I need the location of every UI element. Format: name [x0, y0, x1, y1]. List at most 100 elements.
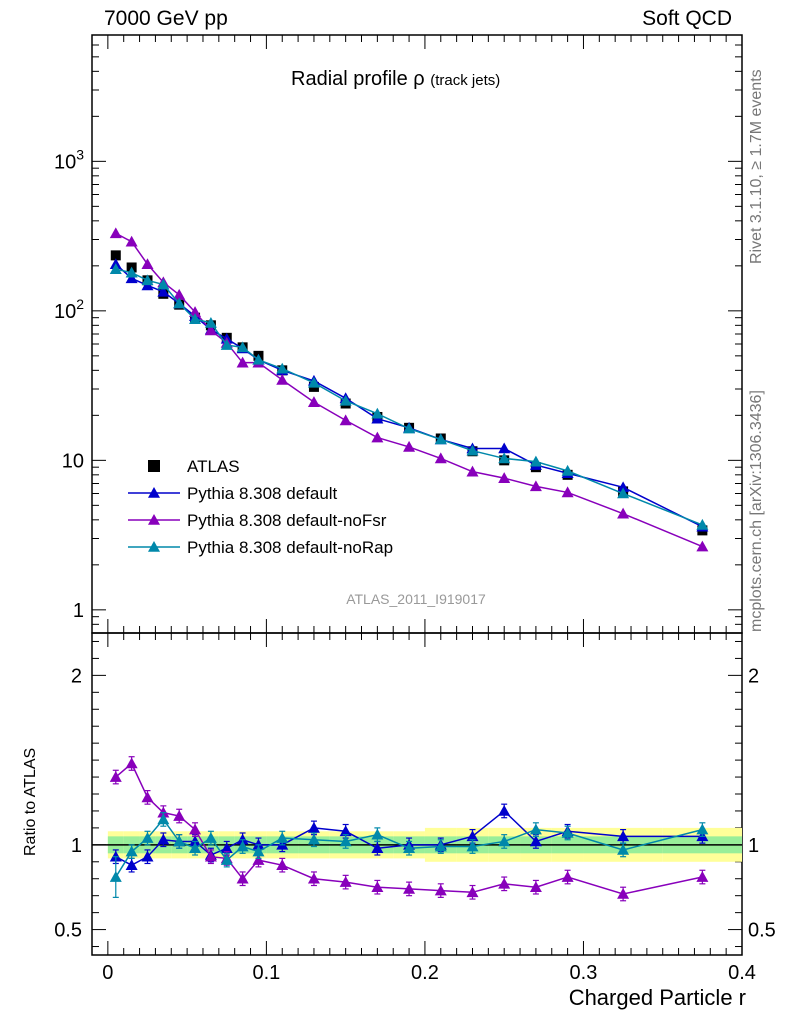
ratio-series-point-3 [252, 845, 265, 857]
series-point-1 [157, 285, 170, 297]
main-panel: 1 10 102 103 ATLAS_2011_I919017 [54, 34, 743, 647]
y-tick-label: 103 [54, 146, 84, 173]
ratio-series-point-2 [252, 854, 265, 865]
legend-marker-2 [148, 514, 160, 525]
series-line-2 [115, 232, 703, 548]
ratio-series-point-3 [276, 832, 289, 843]
x-tick-label: 0.3 [570, 962, 598, 984]
chart-title: Radial profile ρ (track jets) [291, 68, 500, 91]
series-point-2 [434, 452, 447, 464]
ratio-y-tick-label: 0.5 [54, 920, 82, 942]
ratio-series-point-3 [204, 832, 217, 843]
ratio-series-line-2 [115, 762, 703, 895]
series-point-2 [466, 465, 479, 477]
legend: ATLAS Pythia 8.308 default Pythia 8.308 de… [128, 457, 393, 557]
ratio-series-point-3 [109, 871, 122, 882]
ratio-series-point-2 [696, 871, 709, 882]
legend-label: Pythia 8.308 default [187, 484, 338, 503]
series-point-3 [403, 422, 416, 434]
ratio-series-point-2 [204, 850, 217, 862]
ratio-series-point-3 [403, 842, 416, 854]
legend-marker-1 [148, 487, 160, 498]
series-line-3 [115, 268, 703, 526]
series-point-2 [403, 440, 416, 452]
ratio-series-point-2 [236, 872, 249, 884]
ratio-series-point-1 [141, 850, 154, 862]
legend-label: Pythia 8.308 default-noRap [187, 538, 393, 557]
ratio-y-tick-label: 1 [71, 835, 82, 857]
ratio-series-point-3 [141, 832, 154, 843]
ratio-series-point-3 [220, 854, 233, 865]
x-tick-label: 0.4 [728, 962, 756, 984]
ratio-series-point-3 [466, 840, 479, 852]
ratio-series-point-2 [403, 882, 416, 894]
series-point-2 [204, 324, 217, 336]
y-tick-exponent: 3 [76, 146, 84, 162]
ratio-series-point-1 [252, 838, 265, 850]
series-point-2 [109, 227, 122, 239]
ratio-series-point-2 [125, 757, 138, 769]
ratio-series-point-1 [371, 842, 384, 854]
series-point-2 [189, 306, 202, 317]
series-point-3 [307, 376, 320, 388]
ratio-series-point-3 [498, 835, 511, 847]
y-tick-label: 10 [62, 450, 84, 472]
ratio-series-point-1 [529, 835, 542, 847]
ratio-y-tick-label: 2 [71, 665, 82, 687]
series-point-3 [696, 518, 709, 530]
ratio-series-point-2 [561, 871, 574, 882]
ratio-series-point-3 [157, 813, 170, 825]
ratio-series-line-1 [115, 809, 703, 867]
ratio-panel: 0 0.1 0.2 0.3 0.4 0.5 0.5 1 1 2 2 [54, 632, 776, 984]
series-point-3 [204, 316, 217, 328]
series-point-3 [617, 487, 630, 499]
legend-marker-atlas [148, 460, 160, 472]
ratio-series-point-1 [617, 830, 630, 842]
ratio-series-point-1 [157, 833, 170, 845]
y-tick-label: 1 [73, 600, 84, 622]
ratio-series-point-2 [617, 887, 630, 899]
ratio-series-point-3 [236, 840, 249, 852]
series-point-3 [236, 341, 249, 353]
ratio-series-point-3 [371, 828, 384, 840]
series-point-2 [307, 396, 320, 407]
legend-marker-3 [148, 541, 160, 552]
ratio-series-point-3 [434, 840, 447, 852]
ratio-series-point-3 [696, 823, 709, 835]
chart-title-main: Radial profile ρ [291, 68, 425, 90]
series-point-3 [561, 464, 574, 476]
series-point-1 [617, 481, 630, 493]
header-left-label: 7000 GeV pp [104, 7, 228, 30]
ratio-series-point-2 [307, 872, 320, 884]
ratio-series-point-3 [339, 835, 352, 847]
series-point-3 [339, 394, 352, 406]
ratio-series-point-2 [189, 823, 202, 835]
y-tick-label: 102 [54, 296, 84, 323]
ratio-series-point-2 [276, 859, 289, 870]
series-point-2 [561, 486, 574, 498]
series-point-3 [466, 444, 479, 456]
ratio-series-point-3 [307, 833, 320, 845]
ratio-series-point-3 [173, 835, 186, 847]
series-point-2 [125, 235, 138, 247]
series-point-3 [141, 274, 154, 286]
series-point-1 [498, 442, 511, 454]
y-tick-exponent: 2 [76, 296, 84, 312]
ratio-series-point-2 [339, 876, 352, 887]
ratio-series-point-2 [141, 791, 154, 803]
series-point-1 [125, 272, 138, 284]
header-right-label: Soft QCD [642, 7, 732, 30]
ratio-series-point-2 [434, 884, 447, 896]
series-point-3 [157, 278, 170, 290]
series-point-3 [371, 407, 384, 419]
legend-label: Pythia 8.308 default-noFsr [187, 511, 387, 530]
series-point-2 [276, 373, 289, 385]
series-point-3 [529, 455, 542, 467]
series-point-3 [252, 353, 265, 365]
ratio-series-point-1 [466, 830, 479, 842]
ratio-series-point-1 [339, 825, 352, 837]
ratio-series-point-3 [125, 845, 138, 857]
analysis-watermark: ATLAS_2011_I919017 [346, 591, 486, 607]
series-point-2 [696, 540, 709, 552]
